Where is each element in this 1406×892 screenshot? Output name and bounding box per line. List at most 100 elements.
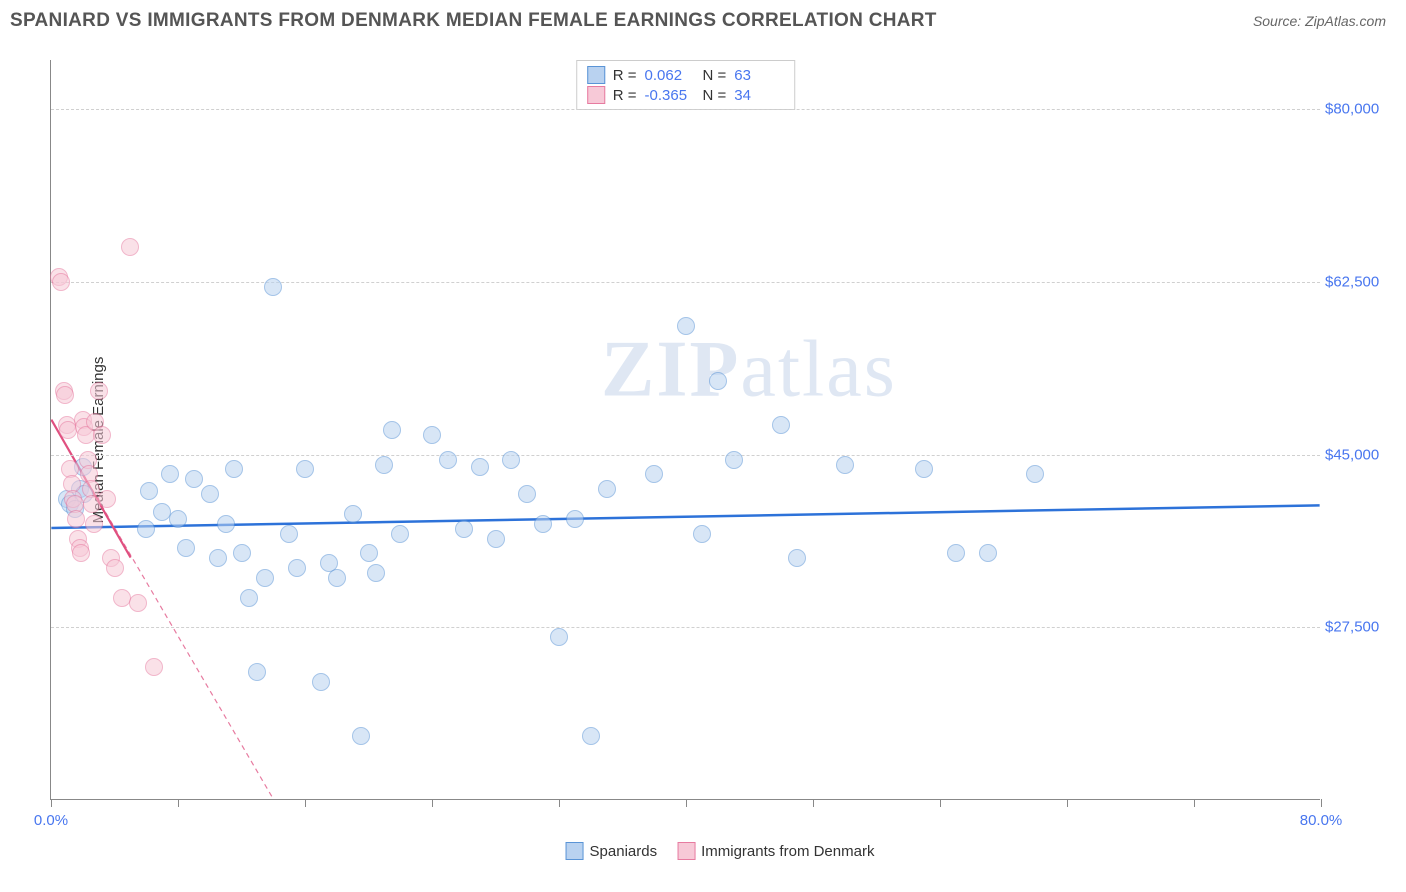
data-point [383, 421, 401, 439]
legend-swatch [587, 86, 605, 104]
data-point [217, 515, 235, 533]
data-point [56, 386, 74, 404]
trend-lines-svg [51, 60, 1320, 799]
data-point [145, 658, 163, 676]
data-point [52, 273, 70, 291]
data-point [85, 515, 103, 533]
bottom-legend: Spaniards Immigrants from Denmark [566, 842, 875, 860]
data-point [67, 510, 85, 528]
x-tick [686, 799, 687, 807]
data-point [502, 451, 520, 469]
gridline [51, 282, 1320, 283]
data-point [487, 530, 505, 548]
chart-source: Source: ZipAtlas.com [1253, 13, 1386, 29]
x-tick [1321, 799, 1322, 807]
data-point [550, 628, 568, 646]
legend-swatch [677, 842, 695, 860]
stat-n-label: N = [703, 67, 727, 84]
data-point [129, 594, 147, 612]
y-tick-label: $27,500 [1325, 619, 1390, 636]
data-point [312, 673, 330, 691]
data-point [256, 569, 274, 587]
stat-r-label: R = [613, 67, 637, 84]
gridline [51, 455, 1320, 456]
data-point [788, 549, 806, 567]
data-point [471, 458, 489, 476]
stat-r-value: 0.062 [645, 67, 695, 84]
legend-item: Spaniards [566, 842, 658, 860]
stat-r-label: R = [613, 87, 637, 104]
gridline [51, 109, 1320, 110]
data-point [360, 544, 378, 562]
x-tick [559, 799, 560, 807]
data-point [233, 544, 251, 562]
stat-n-value: 63 [734, 67, 784, 84]
x-tick [305, 799, 306, 807]
data-point [677, 317, 695, 335]
data-point [280, 525, 298, 543]
y-tick-label: $80,000 [1325, 101, 1390, 118]
data-point [455, 520, 473, 538]
chart-container: Median Female Earnings ZIPatlas R =0.062… [50, 50, 1390, 830]
y-tick-label: $62,500 [1325, 274, 1390, 291]
x-tick [51, 799, 52, 807]
data-point [709, 372, 727, 390]
data-point [209, 549, 227, 567]
chart-header: SPANIARD VS IMMIGRANTS FROM DENMARK MEDI… [0, 0, 1406, 37]
data-point [72, 544, 90, 562]
x-tick [178, 799, 179, 807]
gridline [51, 627, 1320, 628]
data-point [106, 559, 124, 577]
data-point [344, 505, 362, 523]
x-tick [1067, 799, 1068, 807]
data-point [439, 451, 457, 469]
data-point [423, 426, 441, 444]
data-point [161, 465, 179, 483]
data-point [177, 539, 195, 557]
stats-row: R = -0.365 N = 34 [587, 85, 785, 105]
data-point [915, 460, 933, 478]
legend-label: Spaniards [590, 843, 658, 860]
data-point [725, 451, 743, 469]
data-point [367, 564, 385, 582]
x-tick [813, 799, 814, 807]
data-point [248, 663, 266, 681]
legend-swatch [566, 842, 584, 860]
data-point [518, 485, 536, 503]
data-point [582, 727, 600, 745]
data-point [693, 525, 711, 543]
data-point [137, 520, 155, 538]
data-point [534, 515, 552, 533]
plot-area: ZIPatlas R =0.062N =63R =-0.365N =34 $27… [50, 60, 1320, 800]
data-point [288, 559, 306, 577]
y-tick-label: $45,000 [1325, 446, 1390, 463]
data-point [90, 382, 108, 400]
data-point [1026, 465, 1044, 483]
data-point [296, 460, 314, 478]
data-point [772, 416, 790, 434]
data-point [328, 569, 346, 587]
data-point [645, 465, 663, 483]
data-point [240, 589, 258, 607]
stats-legend: R = 0.062 N = 63 R = -0.365 N = 34 [576, 60, 796, 110]
data-point [264, 278, 282, 296]
stat-n-label: N = [703, 87, 727, 104]
data-point [979, 544, 997, 562]
stat-n-value: 34 [734, 87, 784, 104]
x-tick [940, 799, 941, 807]
data-point [121, 238, 139, 256]
legend-label: Immigrants from Denmark [701, 843, 874, 860]
legend-item: Immigrants from Denmark [677, 842, 874, 860]
stats-row: R = 0.062 N = 63 [587, 65, 785, 85]
data-point [169, 510, 187, 528]
data-point [140, 482, 158, 500]
data-point [225, 460, 243, 478]
stat-r-value: -0.365 [645, 87, 695, 104]
data-point [98, 490, 116, 508]
data-point [947, 544, 965, 562]
data-point [352, 727, 370, 745]
watermark: ZIPatlas [601, 325, 897, 416]
legend-swatch [587, 66, 605, 84]
data-point [391, 525, 409, 543]
x-tick [432, 799, 433, 807]
